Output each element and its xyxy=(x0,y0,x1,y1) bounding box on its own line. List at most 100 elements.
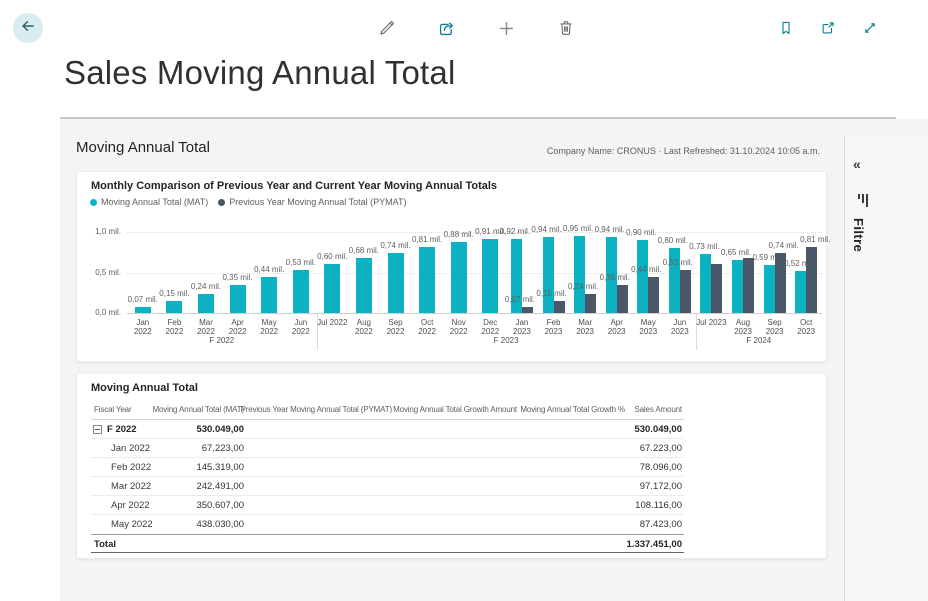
bookmark-icon xyxy=(778,20,794,36)
pymat-value-label: 0,81 mil. xyxy=(800,235,831,245)
mat-bar[interactable] xyxy=(134,307,151,313)
pymat-bar[interactable] xyxy=(585,293,597,313)
column-header[interactable]: Previous Year Moving Annual Total (PYMAT… xyxy=(240,405,393,414)
x-axis-label: 2022 xyxy=(291,327,310,336)
pymat-bar[interactable] xyxy=(774,253,786,313)
open-in-new-window-button[interactable] xyxy=(818,18,838,38)
pymat-bar[interactable] xyxy=(679,270,691,313)
table-title: Moving Annual Total xyxy=(91,382,198,394)
x-axis-label: 2022 xyxy=(165,327,184,336)
mat-bar[interactable] xyxy=(324,264,341,313)
x-axis-label: Jun xyxy=(294,318,308,327)
pymat-bar[interactable] xyxy=(553,300,565,313)
x-axis-label: Jan xyxy=(515,318,529,327)
gridline xyxy=(127,232,822,233)
add-button[interactable] xyxy=(496,18,516,38)
mat-bar[interactable] xyxy=(542,236,554,313)
filter-icon[interactable] xyxy=(854,194,868,208)
legend-item-mat[interactable]: Moving Annual Total (MAT) xyxy=(90,197,208,207)
mat-bar[interactable] xyxy=(261,277,278,313)
mat-value-label: 0,53 mil. xyxy=(285,258,316,268)
y-axis-label: 1,0 mil. xyxy=(95,227,121,236)
mat-bar[interactable] xyxy=(292,270,309,313)
pymat-bar[interactable] xyxy=(616,284,628,313)
column-header[interactable]: Moving Annual Total Growth Amount xyxy=(393,405,517,414)
pymat-bar[interactable] xyxy=(806,247,818,313)
mat-bar[interactable] xyxy=(763,265,775,313)
legend-item-pymat[interactable]: Previous Year Moving Annual Total (PYMAT… xyxy=(218,197,406,207)
y-axis-label: 0,0 mil. xyxy=(95,308,121,317)
fiscal-year-cell: F 2022 xyxy=(107,424,137,435)
bookmark-button[interactable] xyxy=(776,18,796,38)
pymat-legend-dot-icon xyxy=(218,198,226,206)
mat-value-label: 0,95 mil. xyxy=(562,224,594,233)
back-button[interactable] xyxy=(13,13,43,43)
x-axis-label: 2023 xyxy=(765,327,784,336)
mat-value-label: 0,68 mil. xyxy=(348,245,380,255)
x-axis-label: 2022 xyxy=(133,327,152,336)
edit-button[interactable] xyxy=(376,18,396,38)
mat-bar[interactable] xyxy=(574,236,586,313)
pymat-bar[interactable] xyxy=(711,264,723,313)
mat-value-label: 0,81 mil. xyxy=(411,235,443,245)
table-row[interactable]: F 2022 530.049,00 530.049,00 xyxy=(91,420,684,439)
table-row[interactable]: May 2022 438.030,00 87.423,00 xyxy=(91,515,684,534)
mat-bar[interactable] xyxy=(355,257,372,313)
x-axis-label: Feb xyxy=(546,318,561,327)
title-divider xyxy=(60,117,896,119)
trash-icon xyxy=(557,19,575,37)
table-row[interactable]: Mar 2022 242.491,00 97.172,00 xyxy=(91,477,684,496)
x-axis-label: 2022 xyxy=(354,327,373,336)
mat-value-label: 0,73 mil. xyxy=(689,241,720,251)
mat-bar[interactable] xyxy=(668,248,680,313)
table-row[interactable]: Apr 2022 350.607,00 108.116,00 xyxy=(91,496,684,515)
mat-bar[interactable] xyxy=(482,239,499,313)
mat-bar[interactable] xyxy=(229,284,246,313)
pymat-bar[interactable] xyxy=(521,307,533,313)
mat-bar[interactable] xyxy=(510,238,522,313)
mat-bar[interactable] xyxy=(198,293,214,313)
collapse-pane-button[interactable]: « xyxy=(853,156,861,172)
mat-value-label: 0,74 mil. xyxy=(380,241,411,251)
mat-bar[interactable] xyxy=(605,236,617,313)
x-axis-label: 2023 xyxy=(670,327,689,336)
gridline xyxy=(127,313,822,314)
table-row[interactable]: Feb 2022 145.319,00 78.096,00 xyxy=(91,458,684,477)
column-header[interactable]: Moving Annual Total Growth % xyxy=(520,405,625,414)
x-axis-label: 2022 xyxy=(418,327,436,336)
filter-pane-label[interactable]: Filtre xyxy=(851,218,866,253)
mat-bar[interactable] xyxy=(166,300,183,313)
table-row[interactable]: Jan 2022 67.223,00 67.223,00 xyxy=(91,439,684,458)
x-axis-label: 2023 xyxy=(512,327,531,336)
table-row[interactable]: Total 1.337.451,00 xyxy=(91,534,684,553)
mat-bar[interactable] xyxy=(450,241,467,313)
pymat-value-label: 0,07 mil. xyxy=(504,295,536,305)
mat-bar[interactable] xyxy=(795,270,807,313)
mat-bar[interactable] xyxy=(732,260,743,313)
column-header[interactable]: Sales Amount xyxy=(634,405,682,414)
x-axis-label: Jan xyxy=(136,318,150,327)
mat-bar[interactable] xyxy=(419,247,436,313)
mat-bar[interactable] xyxy=(700,253,712,313)
pymat-bar[interactable] xyxy=(743,257,754,313)
pymat-value-label: 0,74 mil. xyxy=(768,241,799,251)
x-axis-label: Apr xyxy=(231,318,244,327)
collapse-row-icon[interactable] xyxy=(93,425,102,434)
column-header[interactable]: Fiscal Year xyxy=(94,405,132,414)
share-button[interactable] xyxy=(436,18,456,38)
pymat-bar[interactable] xyxy=(648,277,660,313)
column-header[interactable]: Moving Annual Total (MAT) xyxy=(152,405,244,414)
delete-button[interactable] xyxy=(556,18,576,38)
mat-value-label: 0,65 mil. xyxy=(720,248,752,258)
x-axis-label: 2022 xyxy=(449,327,468,336)
page-title: Sales Moving Annual Total xyxy=(64,54,456,91)
mat-value-label: 0,24 mil. xyxy=(190,281,222,291)
mat-value-label: 0,92 mil. xyxy=(499,226,531,236)
mat-value-label: 0,91 mil. xyxy=(475,227,506,237)
fullscreen-button[interactable] xyxy=(860,18,880,38)
mat-value-label: 0,60 mil. xyxy=(317,252,348,262)
mat-bar[interactable] xyxy=(637,240,649,313)
share-icon xyxy=(437,19,456,38)
mat-bar[interactable] xyxy=(387,253,404,313)
